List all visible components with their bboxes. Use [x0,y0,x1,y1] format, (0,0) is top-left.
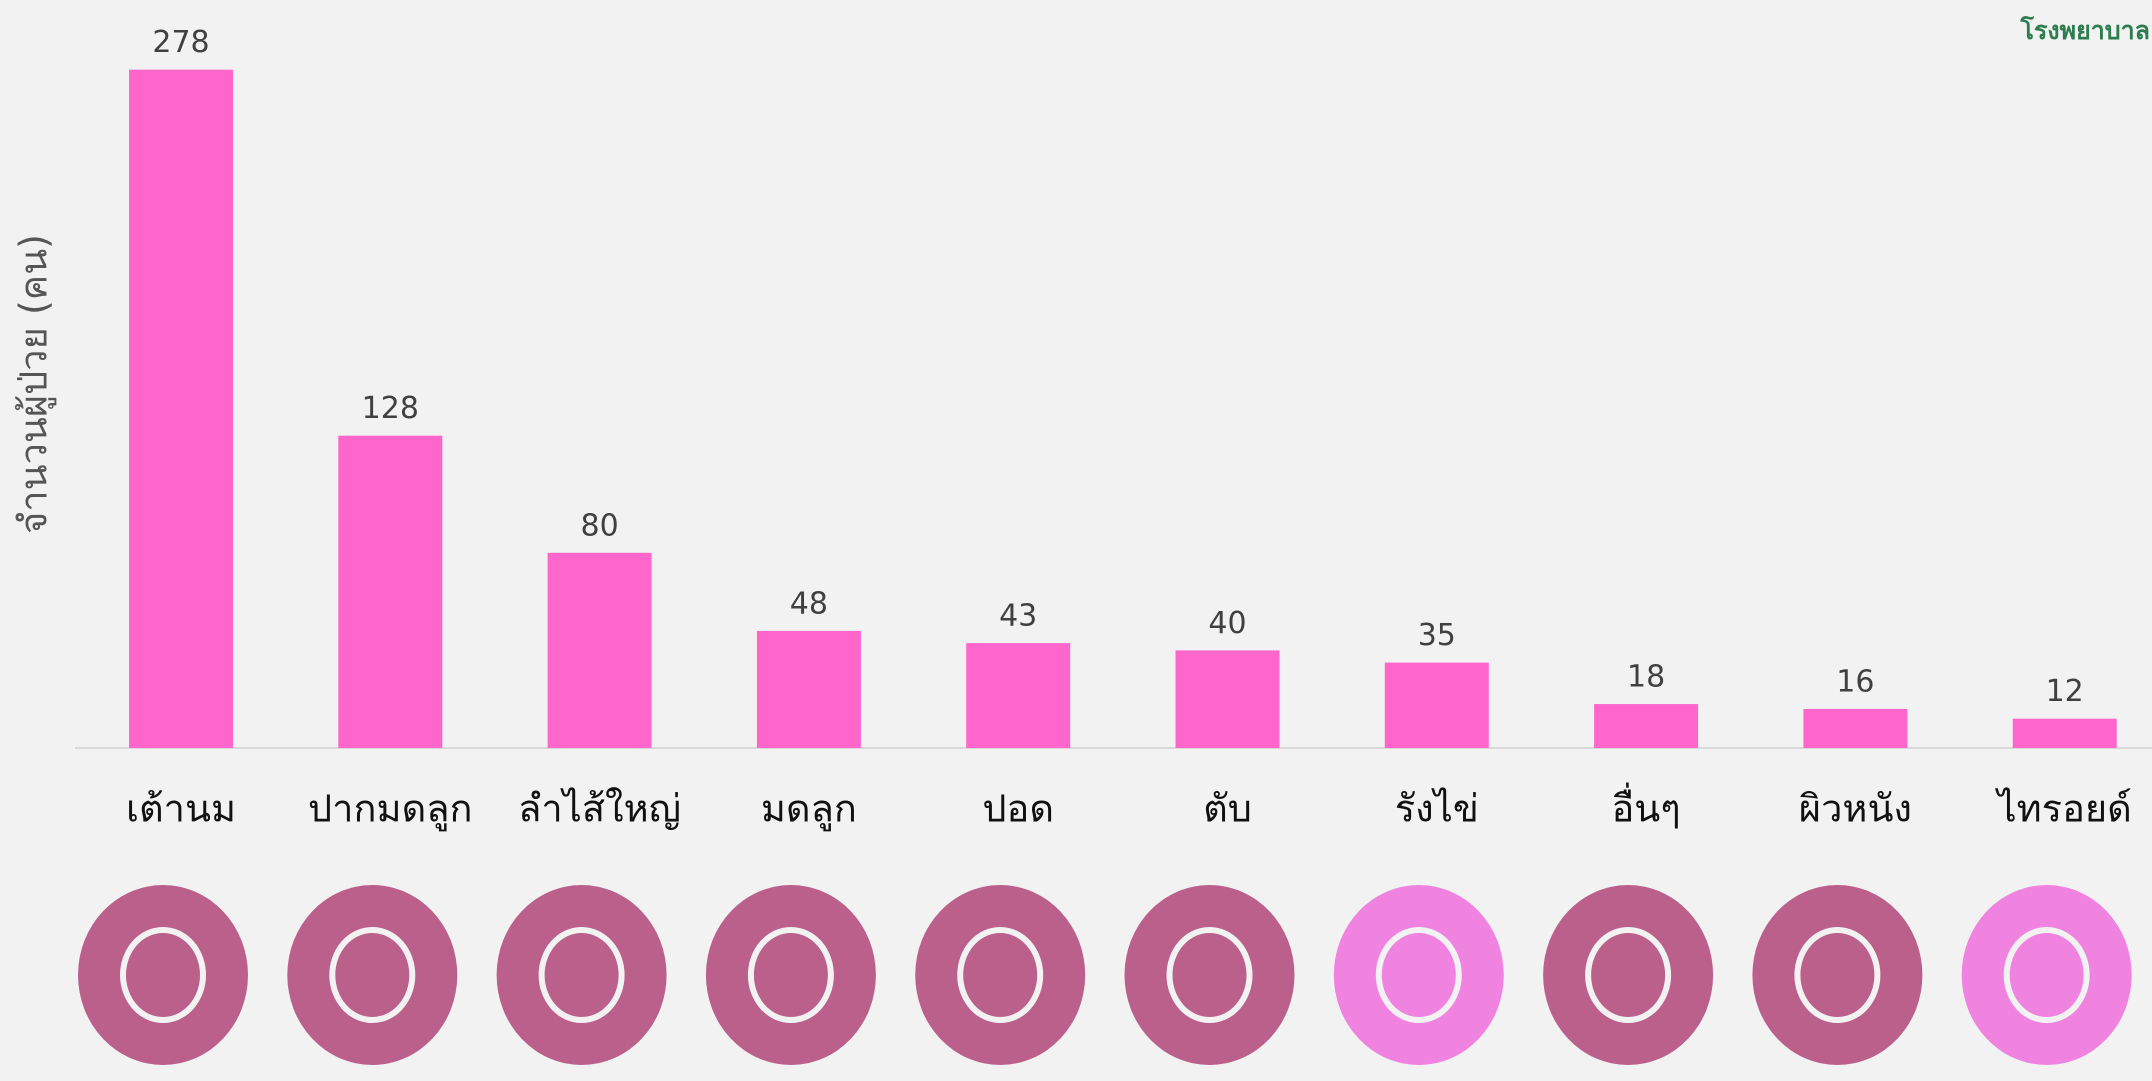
organ-icon [1334,885,1504,1065]
organ-icon [1543,885,1713,1065]
x-tick-label: ลำไส้ใหญ่ [518,787,681,831]
x-tick-label: อื่นๆ [1611,783,1680,831]
bar [757,631,861,748]
organ-icon [915,885,1085,1065]
x-tick-label: ตับ [1203,787,1252,831]
value-label: 48 [790,586,828,621]
value-label: 16 [1836,664,1874,699]
organ-icon [1962,885,2132,1065]
x-tick-label: เต้านม [126,787,236,831]
bar [548,553,652,748]
organ-icon [497,885,667,1065]
bar [1803,709,1907,748]
value-label: 35 [1418,618,1456,653]
bar [1594,704,1698,748]
organ-icon [1752,885,1922,1065]
value-label: 80 [581,508,619,543]
value-label: 278 [152,25,209,60]
organ-icon [78,885,248,1065]
bar [129,70,233,748]
x-tick-label: ปอด [982,787,1054,831]
corner-label: โรงพยาบาล [2020,15,2150,45]
bar [1385,663,1489,748]
bar [338,436,442,748]
x-tick-label: ผิวหนัง [1799,787,1912,831]
value-label: 18 [1627,660,1665,695]
value-label: 12 [2046,674,2084,709]
y-axis-label: จำนวนผู้ป่วย (คน) [12,234,57,534]
x-tick-label: ปากมดลูก [308,787,473,832]
bar [2013,719,2117,748]
bar [1176,650,1280,748]
value-label: 43 [999,599,1037,634]
x-tick-label: มดลูก [761,787,857,832]
organ-icon [1125,885,1295,1065]
value-label: 128 [362,391,419,426]
value-label: 40 [1208,606,1246,641]
organ-icon [287,885,457,1065]
x-tick-label: รังไข่ [1395,787,1479,831]
organ-icon [706,885,876,1065]
bar [966,643,1070,748]
chart: โรงพยาบาล จำนวนผู้ป่วย (คน) 278เต้านม128… [0,0,2152,1081]
x-tick-label: ไทรอยด์ [1995,787,2132,831]
